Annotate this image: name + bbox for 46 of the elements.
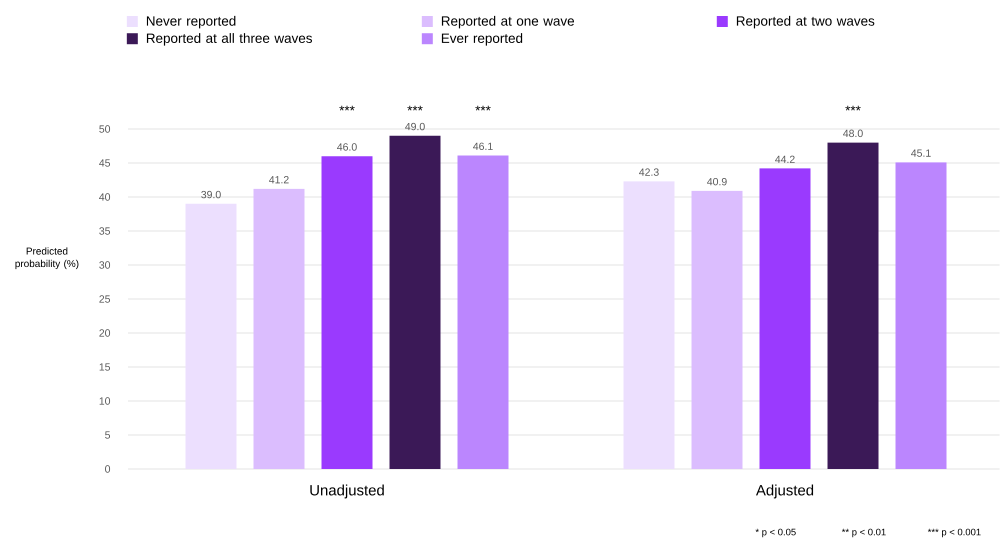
data-label: 46.0 — [337, 143, 357, 151]
text: *** — [845, 106, 861, 110]
legend-label: Reported at two waves — [736, 16, 874, 28]
y-tick-label: 45 — [99, 159, 110, 167]
y-tick-label: 30 — [99, 261, 110, 269]
text: *** — [407, 106, 423, 110]
y-tick-label: 40 — [99, 193, 110, 201]
x-tick-label: Adjusted — [756, 484, 814, 498]
data-label: 42.3 — [639, 168, 659, 176]
legend-label: Never reported — [146, 16, 236, 28]
data-label: 49.0 — [405, 122, 425, 130]
legend-label: Reported at all three waves — [146, 33, 312, 46]
y-tick-label: 10 — [100, 397, 110, 405]
bar — [254, 188, 305, 469]
bar — [458, 156, 509, 469]
bar — [186, 204, 236, 469]
bar — [390, 136, 441, 469]
legend-label: Reported at one wave — [442, 16, 574, 28]
bar — [896, 162, 947, 469]
data-label: 45.1 — [911, 150, 931, 157]
data-label: 46.1 — [473, 142, 493, 150]
bar — [828, 142, 879, 469]
bar — [624, 181, 675, 469]
y-tick-label: 25 — [99, 295, 110, 303]
y-axis-title: Predicted probability (%) — [15, 247, 78, 270]
data-label: 48.0 — [843, 130, 863, 138]
data-label: 41.2 — [269, 176, 289, 184]
bar — [760, 168, 811, 469]
legend-label: Ever reported — [442, 33, 522, 46]
text: ** p < 0.01 — [842, 528, 886, 538]
y-tick-label: 50 — [99, 125, 110, 133]
text: *** — [475, 106, 491, 110]
data-label: 39.0 — [201, 190, 221, 198]
y-tick-label: 0 — [105, 465, 110, 473]
data-label: 40.9 — [707, 178, 727, 186]
y-tick-label: 35 — [99, 227, 110, 235]
data-label: 44.2 — [775, 156, 795, 163]
x-tick-label: Unadjusted — [310, 484, 384, 498]
text: *** p < 0.001 — [928, 528, 981, 538]
bar — [322, 156, 373, 469]
y-tick-label: 15 — [100, 363, 110, 371]
y-tick-label: 20 — [99, 329, 110, 337]
text: *** — [339, 106, 355, 110]
bar — [692, 190, 743, 469]
y-tick-label: 5 — [105, 431, 110, 439]
text: * p < 0.05 — [756, 528, 796, 538]
